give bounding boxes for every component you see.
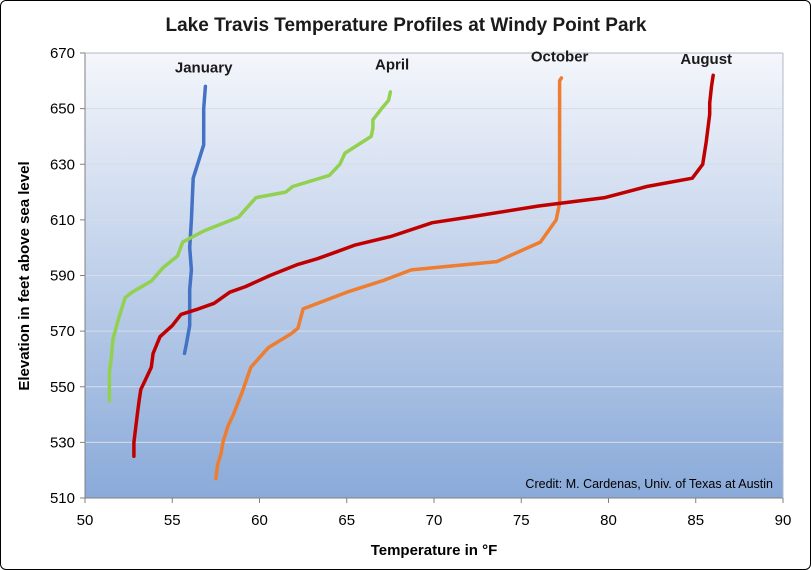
x-tick-label-55: 55 [164,512,181,529]
series-line-august [132,73,715,459]
y-tick-label-590: 590 [50,268,75,285]
series-line-january [182,84,208,356]
y-tick-label-610: 610 [50,212,75,229]
credit-text: Credit: M. Cardenas, Univ. of Texas at A… [525,477,773,491]
y-tick-label-510: 510 [50,490,75,507]
x-tick-label-85: 85 [687,512,704,529]
chart-title: Lake Travis Temperature Profiles at Wind… [166,15,647,36]
x-tick-label-65: 65 [338,512,355,529]
gridlines [85,108,783,443]
y-tick-label-630: 630 [50,156,75,173]
y-tick-label-650: 650 [50,101,75,118]
y-tick-label-530: 530 [50,434,75,451]
x-tick-label-60: 60 [251,512,268,529]
series-line-october [214,76,564,481]
series-label-august: August [680,51,732,68]
series-label-january: January [175,59,233,76]
y-tick-label-570: 570 [50,323,75,340]
series-labels: January April October August [175,48,732,76]
y-tick-label-670: 670 [50,45,75,62]
x-tick-label-70: 70 [426,512,443,529]
x-tick-label-80: 80 [600,512,617,529]
x-tick-label-75: 75 [513,512,530,529]
x-axis-title: Temperature in °F [371,542,498,559]
x-tick-label-90: 90 [775,512,792,529]
tick-labels: 50 55 60 65 70 75 80 85 90 510 530 550 570 590 610 630 6… [50,45,791,529]
y-tick-label-550: 550 [50,379,75,396]
series-label-april: April [375,57,409,74]
y-axis-title: Elevation in feet above sea level [16,161,33,390]
series-line-april [107,90,393,403]
series-lines [107,73,715,481]
series-label-october: October [531,48,589,65]
x-tick-label-50: 50 [77,512,94,529]
